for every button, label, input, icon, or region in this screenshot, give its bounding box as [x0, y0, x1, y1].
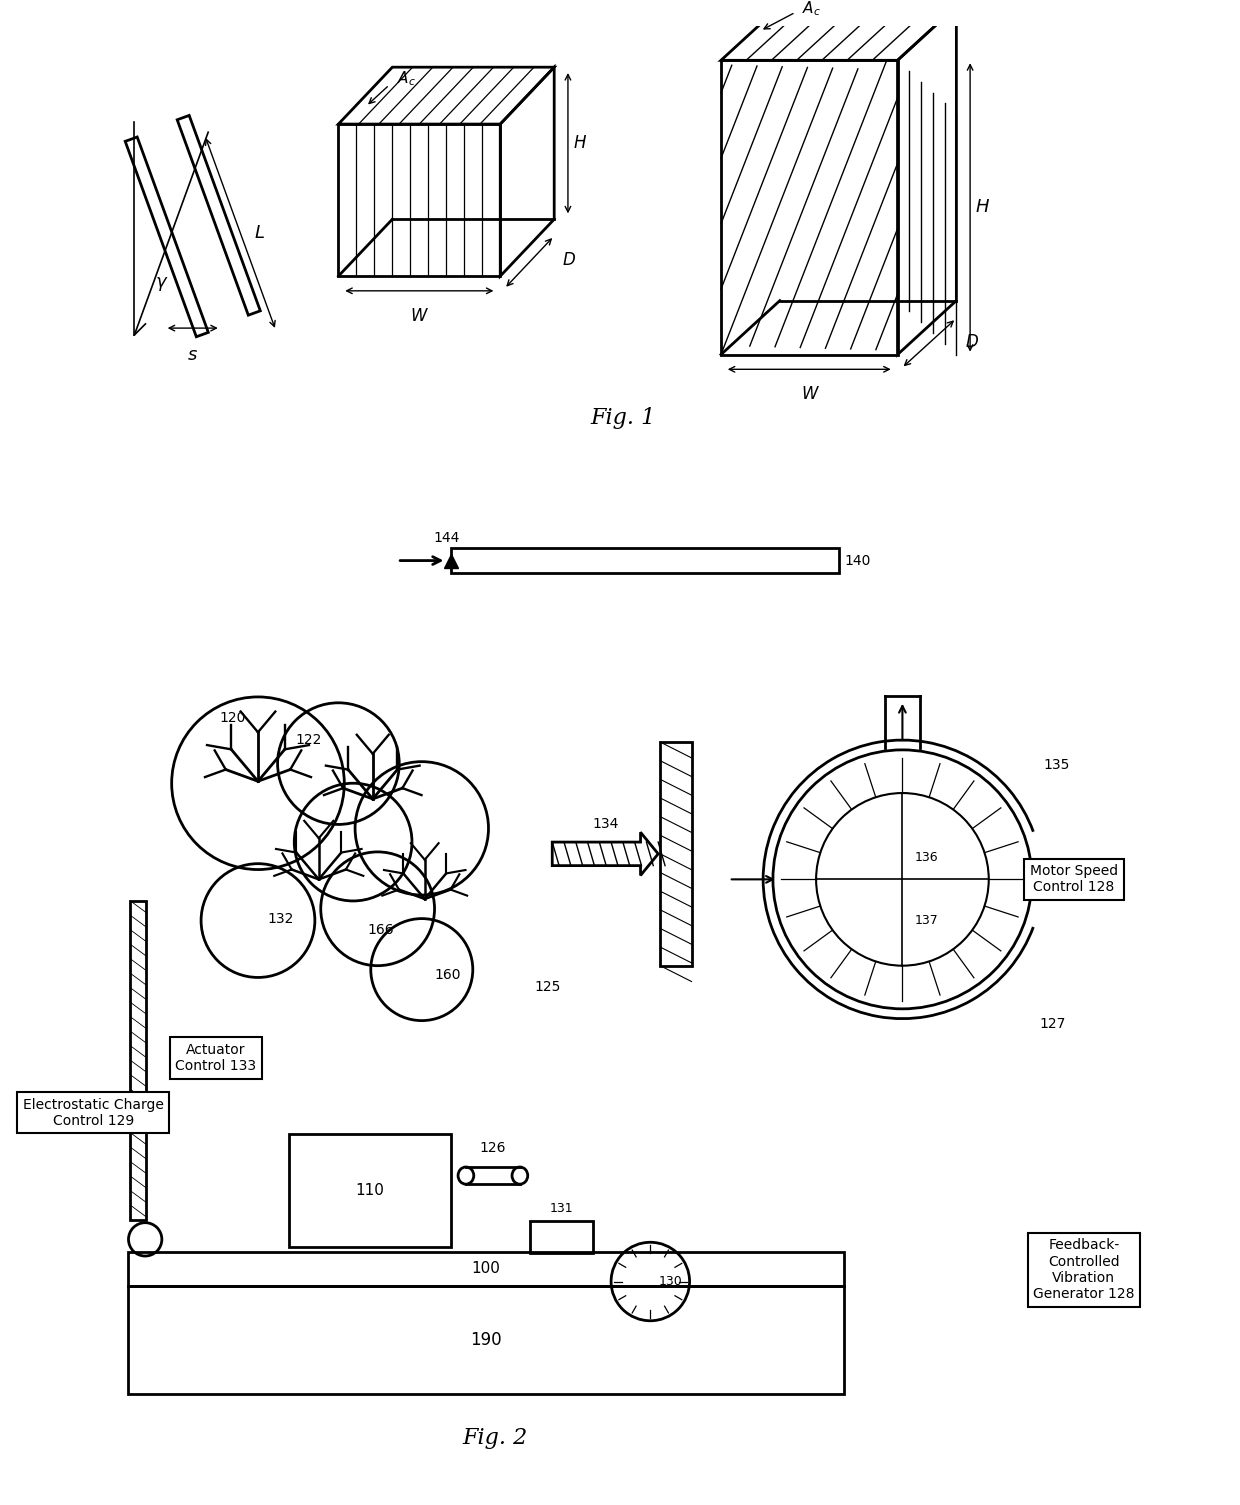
Text: H: H: [976, 199, 990, 217]
Text: 160: 160: [434, 969, 461, 983]
Text: 137: 137: [914, 914, 937, 927]
Text: 100: 100: [471, 1261, 500, 1276]
Text: 122: 122: [296, 733, 322, 746]
Text: 134: 134: [591, 817, 619, 831]
Text: 130: 130: [658, 1275, 682, 1288]
Text: 136: 136: [914, 852, 937, 864]
Text: 144: 144: [433, 531, 460, 545]
Text: $A_c$: $A_c$: [397, 69, 417, 89]
Text: 166: 166: [368, 924, 394, 938]
Text: 110: 110: [356, 1183, 384, 1198]
Text: 125: 125: [534, 980, 560, 995]
Text: Electrostatic Charge
Control 129: Electrostatic Charge Control 129: [22, 1097, 164, 1127]
Text: H: H: [574, 134, 587, 152]
Text: 126: 126: [479, 1141, 506, 1156]
Text: W: W: [801, 385, 817, 403]
Text: 127: 127: [1040, 1017, 1066, 1031]
Text: 120: 120: [219, 710, 246, 724]
Text: Fig. 1: Fig. 1: [590, 408, 656, 429]
Text: Actuator
Control 133: Actuator Control 133: [175, 1043, 257, 1073]
Text: D: D: [562, 251, 575, 269]
Text: 135: 135: [1044, 757, 1070, 772]
Text: 132: 132: [268, 912, 294, 926]
Text: Motor Speed
Control 128: Motor Speed Control 128: [1030, 864, 1118, 894]
Text: 140: 140: [844, 554, 870, 567]
Text: $\gamma$: $\gamma$: [155, 275, 169, 293]
Text: 131: 131: [549, 1202, 573, 1216]
Text: Feedback-
Controlled
Vibration
Generator 128: Feedback- Controlled Vibration Generator…: [1033, 1239, 1135, 1300]
Text: s: s: [187, 346, 197, 364]
Text: W: W: [410, 307, 427, 325]
Text: D: D: [965, 333, 978, 351]
Text: Fig. 2: Fig. 2: [463, 1427, 528, 1449]
Text: $A_c$: $A_c$: [802, 0, 821, 18]
Text: 190: 190: [470, 1332, 501, 1350]
Text: L: L: [254, 224, 264, 242]
